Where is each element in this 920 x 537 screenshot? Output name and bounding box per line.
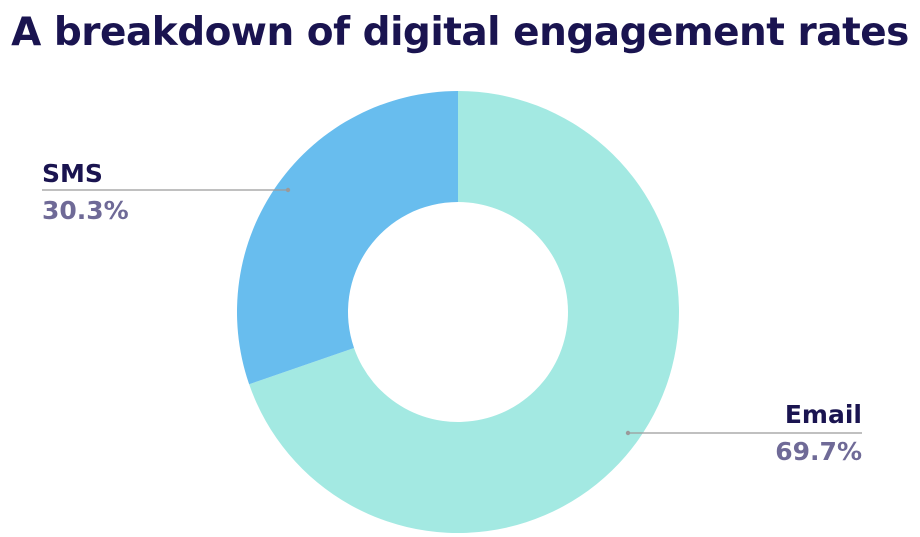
leader-dot-email: [625, 430, 631, 436]
slice-value-sms: 30.3%: [42, 196, 129, 225]
slice-email: [249, 91, 680, 533]
leader-dot-sms: [285, 187, 291, 193]
slice-sms: [236, 91, 458, 385]
chart-title: A breakdown of digital engagement rates: [11, 10, 909, 55]
slice-label-sms: SMS: [42, 159, 103, 188]
slice-value-email: 69.7%: [775, 437, 862, 466]
slice-label-email: Email: [785, 400, 862, 429]
